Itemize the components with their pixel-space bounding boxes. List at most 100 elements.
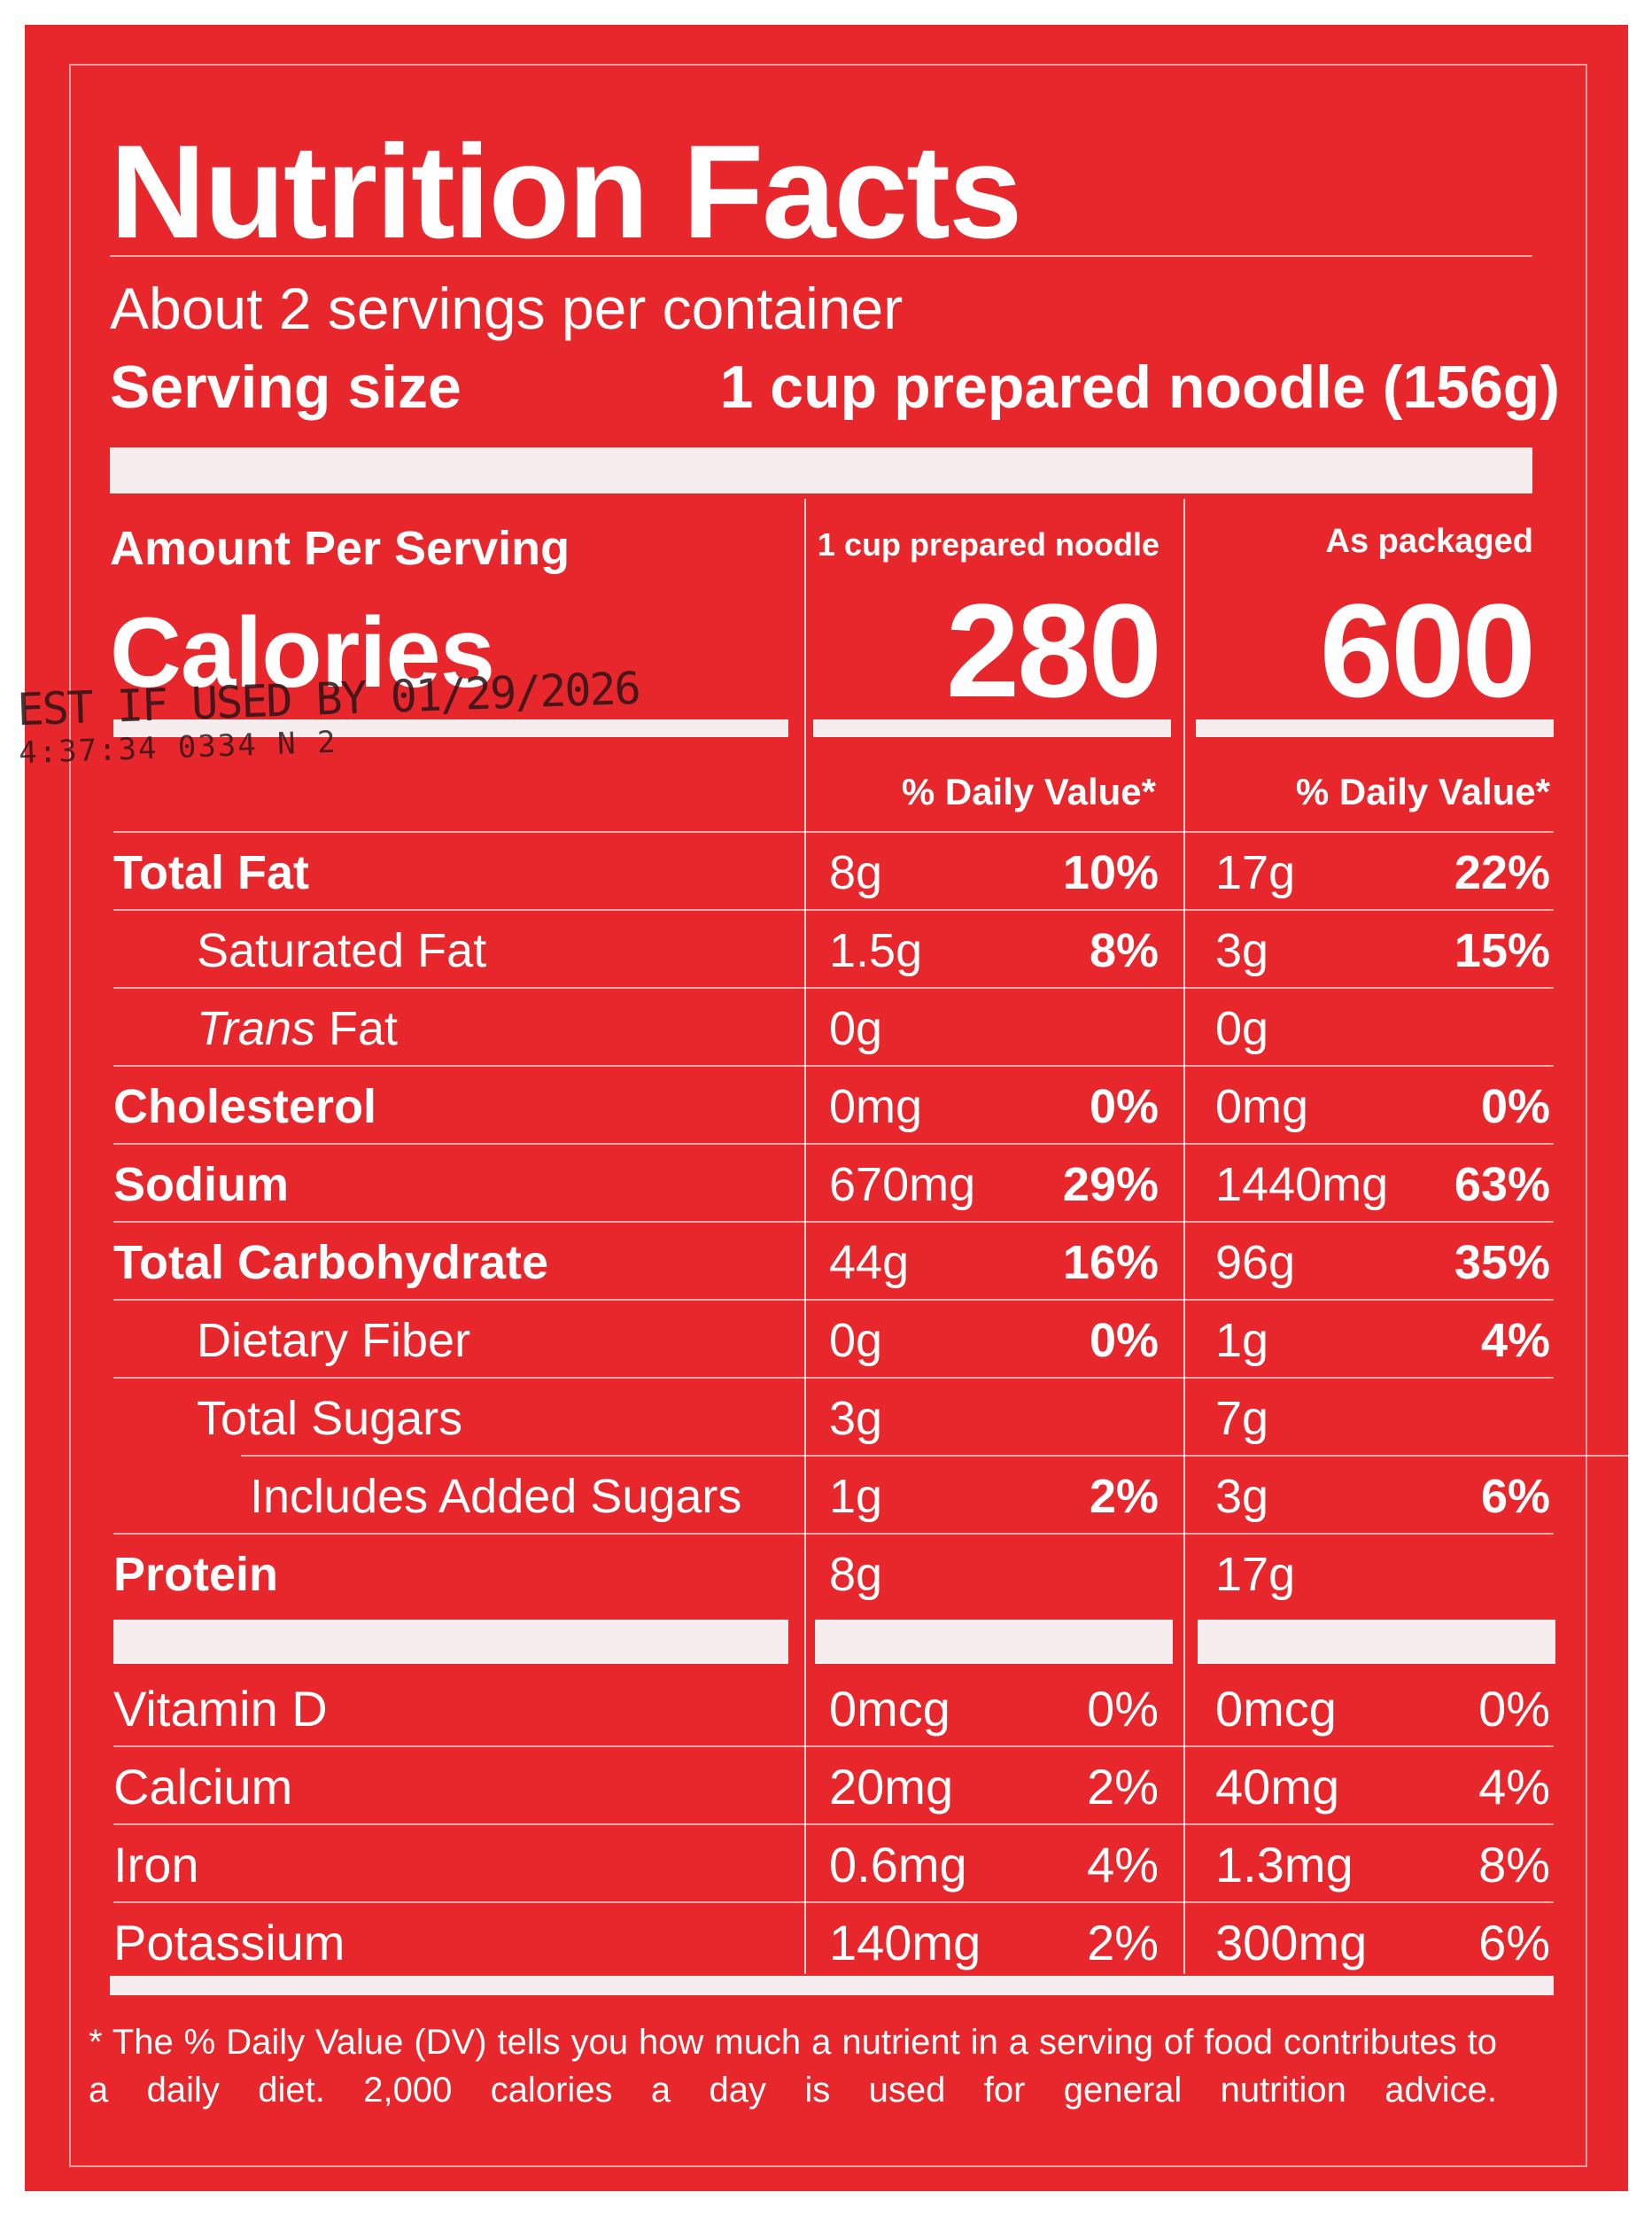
vitamin-dv-column-1: 2% [1087,1915,1159,1970]
vitamin-amount-column-2: 1.3mg [1215,1837,1353,1892]
vitamin-name: Potassium [113,1915,345,1970]
serving-size-label: Serving size [110,354,461,421]
thick-bar-bottom [110,1976,1554,1995]
label-background [25,25,1628,2191]
nutrient-row: Saturated Fat 1.5g 8% 3g 15% [0,911,1652,989]
row-divider [113,831,1554,833]
nutrient-row: Sodium 670mg 29% 1440mg 63% [0,1145,1652,1223]
nutrient-row: Total Fat 8g 10% 17g 22% [0,833,1652,911]
servings-per-container: About 2 servings per container [110,276,904,341]
vitamin-name: Calcium [113,1759,293,1815]
nutrient-amount-column-1: 3g [829,1392,883,1445]
thick-bar-middle-name [113,1620,788,1664]
nutrient-name: Saturated Fat [197,924,487,977]
nutrient-dv-column-1: 2% [1089,1470,1159,1523]
nutrient-amount-column-1: 1g [829,1470,883,1523]
nutrient-amount-column-1: 8g [829,1548,883,1601]
vitamin-amount-column-2: 300mg [1215,1915,1368,1970]
row-divider [113,1143,1554,1145]
nutrient-dv-column-1: 8% [1089,924,1159,977]
column-1-header: 1 cup prepared noodle [817,526,1160,563]
daily-value-header-column-1: % Daily Value* [901,771,1156,812]
row-divider [113,1065,1554,1067]
thick-bar-middle-column-2 [1198,1620,1555,1664]
vitamin-row: Calcium 20mg 2% 40mg 4% [0,1747,1652,1825]
column-divider-1 [804,499,806,1974]
nutrient-dv-column-2: 6% [1480,1470,1550,1523]
nutrient-name: Total Carbohydrate [113,1236,549,1289]
nutrient-amount-column-1: 8g [829,846,883,899]
nutrient-dv-column-2: 63% [1454,1158,1550,1211]
label-frame [69,64,1587,2167]
nutrient-row: Protein 8g 17g [0,1535,1652,1613]
vitamin-amount-column-1: 0mcg [829,1681,950,1737]
vitamin-dv-column-2: 0% [1478,1681,1550,1737]
nutrient-row: Dietary Fiber 0g 0% 1g 4% [0,1301,1652,1379]
row-divider [113,1533,1554,1535]
nutrient-amount-column-1: 0g [829,1314,883,1367]
nutrient-dv-column-2: 15% [1454,924,1550,977]
row-divider [113,1221,1554,1223]
vitamin-row: Vitamin D 0mcg 0% 0mcg 0% [0,1669,1652,1747]
vitamin-dv-column-1: 4% [1087,1837,1159,1892]
row-divider [113,1901,1554,1903]
serving-size-value: 1 cup prepared noodle (156g) [719,354,1560,421]
nutrient-amount-column-2: 7g [1215,1392,1269,1445]
nutrient-amount-column-2: 96g [1215,1236,1296,1289]
nutrient-amount-column-1: 0mg [829,1080,923,1133]
vitamin-dv-column-2: 8% [1478,1837,1550,1892]
vitamin-dv-column-2: 6% [1478,1915,1550,1970]
calories-label: Calories [110,597,495,708]
vitamin-row: Potassium 140mg 2% 300mg 6% [0,1903,1652,1981]
vitamin-amount-column-2: 40mg [1215,1759,1340,1815]
vitamin-amount-column-1: 20mg [829,1759,954,1815]
nutrient-name: Cholesterol [113,1080,377,1133]
vitamin-amount-column-1: 0.6mg [829,1837,967,1892]
vitamin-dv-column-1: 0% [1087,1681,1159,1737]
nutrient-dv-column-1: 29% [1062,1158,1159,1211]
nutrient-dv-column-1: 0% [1089,1080,1159,1133]
nutrient-name-italic: Trans [197,1002,316,1055]
nutrient-amount-column-1: 1.5g [829,924,923,977]
vitamin-amount-column-2: 0mcg [1215,1681,1337,1737]
vitamin-amount-column-1: 140mg [829,1915,981,1970]
nutrient-amount-column-1: 44g [829,1236,910,1289]
column-2-header: As packaged [1325,523,1533,560]
thick-bar-middle-column-1 [815,1620,1173,1664]
vitamin-dv-column-1: 2% [1087,1759,1159,1815]
nutrient-name: Protein [113,1548,279,1601]
calories-bar-column-2 [1196,719,1554,737]
nutrient-row: Trans Fat 0g 0g [0,989,1652,1067]
nutrient-name: Dietary Fiber [197,1314,471,1367]
calories-value-column-2: 600 [1319,576,1536,725]
nutrient-amount-column-2: 17g [1215,846,1296,899]
nutrient-row: Total Sugars 3g 7g [0,1379,1652,1457]
row-divider [113,1745,1554,1747]
vitamin-name: Iron [113,1837,199,1892]
nutrient-amount-column-2: 17g [1215,1548,1296,1601]
row-divider [113,909,1554,911]
thick-bar-top [110,447,1532,494]
daily-value-header-column-2: % Daily Value* [1295,771,1550,812]
amount-per-serving: Amount Per Serving [110,522,570,575]
nutrient-amount-column-2: 0mg [1215,1080,1309,1133]
calories-value-column-1: 280 [945,576,1162,725]
vitamin-dv-column-2: 4% [1478,1759,1550,1815]
nutrient-name: Total Sugars [197,1392,463,1445]
nutrient-dv-column-1: 10% [1062,846,1159,899]
nutrient-amount-column-1: 670mg [829,1158,976,1211]
nutrient-amount-column-2: 3g [1215,1470,1269,1523]
nutrient-row: Total Carbohydrate 44g 16% 96g 35% [0,1223,1652,1301]
row-divider [113,1377,1554,1379]
nutrient-dv-column-2: 0% [1480,1080,1550,1133]
row-divider [241,1455,1652,1457]
nutrient-amount-column-2: 3g [1215,924,1269,977]
nutrient-name: Includes Added Sugars [250,1470,742,1523]
nutrient-dv-column-2: 22% [1454,846,1550,899]
nutrient-dv-column-1: 0% [1089,1314,1159,1367]
nutrient-row: Includes Added Sugars 1g 2% 3g 6% [0,1457,1652,1535]
nutrient-name: Sodium [113,1158,289,1211]
nutrient-amount-column-2: 1440mg [1215,1158,1389,1211]
calories-bar-column-1 [813,719,1171,737]
nutrient-dv-column-2: 35% [1454,1236,1550,1289]
